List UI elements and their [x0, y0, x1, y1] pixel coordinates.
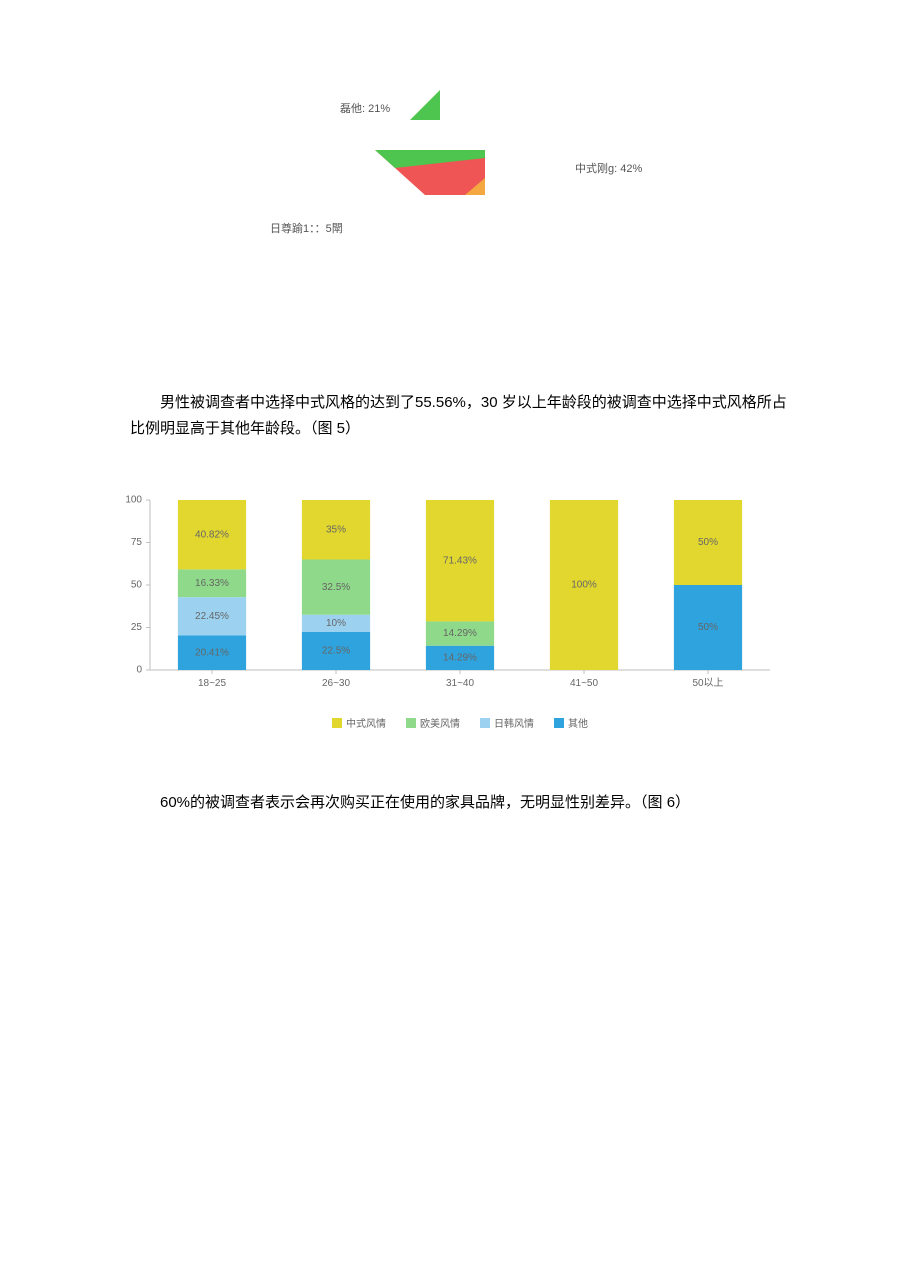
stacked-bar-chart: 0 25 50 75 100 20.41% 22.45% 16.33% 40.82% 18~25 2… — [110, 495, 810, 705]
bar-value-label: 50% — [698, 622, 718, 633]
pie-slice-other — [410, 90, 440, 120]
bar-value-label: 100% — [571, 580, 597, 591]
bar-value-label: 14.29% — [443, 628, 477, 639]
chart-legend: 中式风情 欧美风情 日韩风情 其他 — [110, 715, 810, 730]
pie-fragment: 磊他: 21% 中式刚g: 42% 日尊踰1：：5閛 — [250, 90, 650, 290]
bar-value-label: 14.29% — [443, 652, 477, 663]
legend-item: 中式风情 — [332, 715, 386, 730]
bar-value-label: 40.82% — [195, 529, 229, 540]
legend-item: 其他 — [554, 715, 588, 730]
bar-value-label: 10% — [326, 618, 346, 629]
pie-label-other: 磊他: 21% — [340, 100, 390, 116]
x-category-label: 26~30 — [322, 678, 351, 689]
x-category-label: 18~25 — [198, 678, 227, 689]
y-tick: 25 — [131, 622, 143, 633]
bar-value-label: 32.5% — [322, 582, 350, 593]
legend-swatch — [332, 718, 342, 728]
bar-value-label: 20.41% — [195, 647, 229, 658]
legend-text: 欧美风情 — [420, 719, 460, 730]
y-tick: 75 — [131, 537, 143, 548]
bar-value-label: 22.5% — [322, 646, 350, 657]
y-tick: 0 — [136, 665, 142, 676]
y-tick: 100 — [125, 495, 142, 506]
x-category-label: 41~50 — [570, 678, 599, 689]
bar-value-label: 50% — [698, 537, 718, 548]
paragraph-fig6: 60%的被调查者表示会再次购买正在使用的家具品牌，无明显性别差异。（图 6） — [130, 790, 790, 816]
bar-value-label: 71.43% — [443, 555, 477, 566]
legend-text: 中式风情 — [346, 719, 386, 730]
legend-swatch — [406, 718, 416, 728]
bar-value-label: 22.45% — [195, 611, 229, 622]
bar-value-label: 35% — [326, 524, 346, 535]
legend-swatch — [554, 718, 564, 728]
paragraph-fig5: 男性被调查者中选择中式风格的达到了55.56%，30 岁以上年龄段的被调查中选择… — [130, 390, 790, 441]
y-tick: 50 — [131, 580, 143, 591]
x-category-label: 50以上 — [692, 677, 723, 689]
bar-value-label: 16.33% — [195, 578, 229, 589]
legend-item: 欧美风情 — [406, 715, 460, 730]
legend-item: 日韩风情 — [480, 715, 534, 730]
stacked-bar-svg: 0 25 50 75 100 20.41% 22.45% 16.33% 40.82% 18~25 2… — [110, 495, 810, 695]
legend-text: 日韩风情 — [494, 719, 534, 730]
legend-swatch — [480, 718, 490, 728]
pie-label-rihan: 日尊踰1：：5閛 — [270, 220, 343, 236]
x-category-label: 31~40 — [446, 678, 475, 689]
legend-text: 其他 — [568, 719, 588, 730]
pie-label-zhongshi: 中式刚g: 42% — [575, 160, 642, 176]
